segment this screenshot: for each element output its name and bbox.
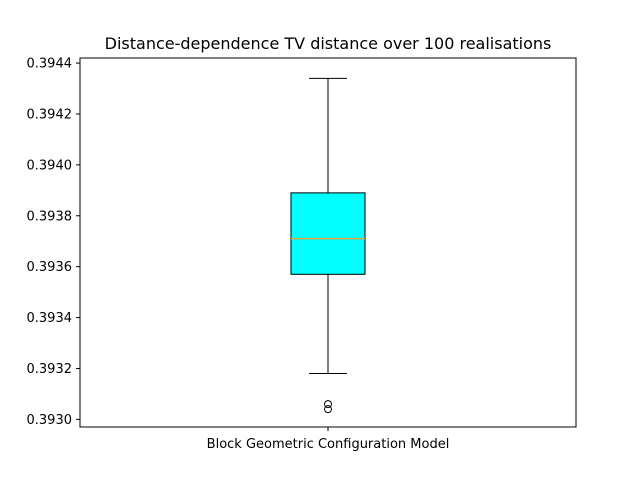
y-tick-label: 0.3936: [27, 260, 73, 275]
x-tick-label: Block Geometric Configuration Model: [207, 437, 450, 452]
outlier-point: [324, 400, 332, 409]
y-tick-label: 0.3944: [27, 57, 73, 72]
iqr-box: [290, 192, 366, 275]
y-tick-label: 0.3934: [27, 311, 73, 326]
y-tick-label: 0.3932: [27, 362, 73, 377]
y-tick-label: 0.3938: [27, 209, 73, 224]
outlier-point: [324, 405, 332, 414]
chart-title: Distance-dependence TV distance over 100…: [105, 34, 552, 53]
y-tick-label: 0.3940: [27, 158, 73, 173]
y-tick-label: 0.3930: [27, 413, 73, 428]
y-tick-label: 0.3942: [27, 107, 73, 122]
plot-area: 0.3930 0.3932 0.3934 0.3936 0.3938 0.3940 0.39…: [27, 57, 577, 452]
